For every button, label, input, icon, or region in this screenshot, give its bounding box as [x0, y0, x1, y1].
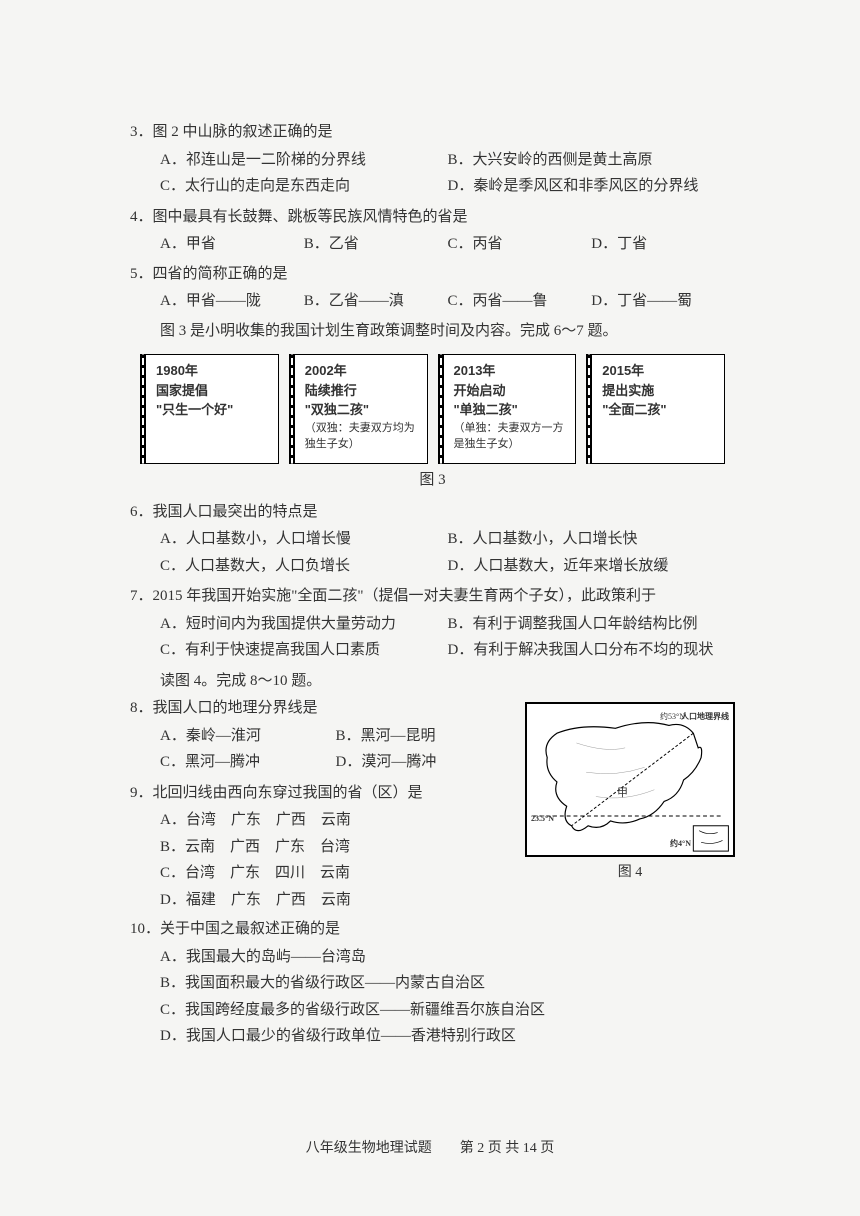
fig4-label: 图 4	[525, 861, 735, 885]
fig3-box4-year: 2015年	[602, 361, 716, 381]
q3-opt-d: D．秦岭是季风区和非季风区的分界线	[448, 174, 736, 200]
q6-opt-b: B．人口基数小，人口增长快	[448, 527, 736, 553]
q6-options: A．人口基数小，人口增长慢 B．人口基数小，人口增长快 C．人口基数大，人口负增…	[130, 527, 735, 580]
fig3-box3-l3: "单独二孩"	[454, 400, 568, 420]
fig3-box-4: 2015年 提出实施 "全面二孩"	[586, 354, 725, 464]
question-10: 10．关于中国之最叙述正确的是 A．我国最大的岛屿——台湾岛 B．我国面积最大的…	[130, 917, 735, 1050]
question-6: 6．我国人口最突出的特点是 A．人口基数小，人口增长慢 B．人口基数小，人口增长…	[130, 500, 735, 581]
q7-options: A．短时间内为我国提供大量劳动力 B．有利于调整我国人口年龄结构比例 C．有利于…	[130, 612, 735, 665]
q3-options: A．祁连山是一二阶梯的分界线 B．大兴安岭的西侧是黄土高原 C．太行山的走向是东…	[130, 148, 735, 201]
question-9: 9．北回归线由西向东穿过我国的省（区）是 A．台湾 广东 广西 云南 B．云南 …	[130, 781, 511, 914]
map-4n: 约4°N	[670, 837, 691, 851]
fig3-box4-l2: 提出实施	[602, 381, 716, 401]
fig3-box-1: 1980年 国家提倡 "只生一个好"	[140, 354, 279, 464]
map-jia: 甲	[617, 784, 628, 803]
q4-options: A．甲省 B．乙省 C．丙省 D．丁省	[130, 232, 735, 258]
fig3-box3-l2: 开始启动	[454, 381, 568, 401]
q4-opt-c: C．丙省	[448, 232, 592, 258]
q8-stem: 8．我国人口的地理分界线是	[130, 696, 511, 722]
q9-opt-b: B．云南 广西 广东 台湾	[160, 835, 511, 861]
fig3-box2-year: 2002年	[305, 361, 419, 381]
fig4-intro: 读图 4。完成 8～10 题。	[130, 669, 735, 695]
q9-opt-d: D．福建 广东 广西 云南	[160, 888, 511, 914]
q8-opt-a: A．秦岭—淮河	[160, 724, 336, 750]
q4-opt-d: D．丁省	[591, 232, 735, 258]
question-3: 3．图 2 中山脉的叙述正确的是 A．祁连山是一二阶梯的分界线 B．大兴安岭的西…	[130, 120, 735, 201]
q6-opt-c: C．人口基数大，人口负增长	[160, 554, 448, 580]
fig3-box-2: 2002年 陆续推行 "双独二孩" （双独：夫妻双方均为独生子女）	[289, 354, 428, 464]
left-questions: 8．我国人口的地理分界线是 A．秦岭—淮河 B．黑河—昆明 C．黑河—腾冲 D．…	[130, 696, 511, 917]
q10-opt-a: A．我国最大的岛屿——台湾岛	[160, 945, 735, 971]
china-map-icon	[527, 704, 733, 855]
q5-opt-d: D．丁省——蜀	[591, 289, 735, 315]
q5-options: A．甲省——陇 B．乙省——滇 C．丙省——鲁 D．丁省——蜀	[130, 289, 735, 315]
fig3-box3-note: （单独：夫妻双方一方是独生子女）	[454, 420, 568, 453]
q3-opt-c: C．太行山的走向是东西走向	[160, 174, 448, 200]
q7-stem: 7．2015 年我国开始实施"全面二孩"（提倡一对夫妻生育两个子女），此政策利于	[130, 584, 735, 610]
q8-opt-d: D．漠河—腾冲	[336, 750, 512, 776]
fig3-box-3: 2013年 开始启动 "单独二孩" （单独：夫妻双方一方是独生子女）	[438, 354, 577, 464]
q7-opt-c: C．有利于快速提高我国人口素质	[160, 638, 448, 664]
q7-opt-d: D．有利于解决我国人口分布不均的现状	[448, 638, 736, 664]
q4-opt-b: B．乙省	[304, 232, 448, 258]
q3-opt-b: B．大兴安岭的西侧是黄土高原	[448, 148, 736, 174]
q6-opt-d: D．人口基数大，近年来增长放缓	[448, 554, 736, 580]
q6-stem: 6．我国人口最突出的特点是	[130, 500, 735, 526]
q6-opt-a: A．人口基数小，人口增长慢	[160, 527, 448, 553]
bottom-section: 8．我国人口的地理分界线是 A．秦岭—淮河 B．黑河—昆明 C．黑河—腾冲 D．…	[130, 696, 735, 917]
q4-opt-a: A．甲省	[160, 232, 304, 258]
q3-stem: 3．图 2 中山脉的叙述正确的是	[130, 120, 735, 146]
q3-opt-a: A．祁连山是一二阶梯的分界线	[160, 148, 448, 174]
fig3-box2-note: （双独：夫妻双方均为独生子女）	[305, 420, 419, 453]
figure-4-area: 约53°N 人口地理界线 23.5°N 约4°N 甲 图 4	[525, 696, 735, 917]
map-popline: 人口地理界线	[681, 710, 729, 724]
page-footer: 八年级生物地理试题 第 2 页 共 14 页	[0, 1137, 860, 1161]
figure-3: 1980年 国家提倡 "只生一个好" 2002年 陆续推行 "双独二孩" （双独…	[130, 346, 735, 466]
q9-opt-a: A．台湾 广东 广西 云南	[160, 808, 511, 834]
q8-opt-c: C．黑河—腾冲	[160, 750, 336, 776]
q10-opt-c: C．我国跨经度最多的省级行政区——新疆维吾尔族自治区	[160, 998, 735, 1024]
q7-opt-b: B．有利于调整我国人口年龄结构比例	[448, 612, 736, 638]
fig3-box1-l2: 国家提倡	[156, 381, 270, 401]
figure-4-map: 约53°N 人口地理界线 23.5°N 约4°N 甲	[525, 702, 735, 857]
q10-options: A．我国最大的岛屿——台湾岛 B．我国面积最大的省级行政区——内蒙古自治区 C．…	[130, 945, 735, 1050]
fig3-box1-l3: "只生一个好"	[156, 400, 270, 420]
q5-stem: 5．四省的简称正确的是	[130, 262, 735, 288]
q7-opt-a: A．短时间内为我国提供大量劳动力	[160, 612, 448, 638]
q5-opt-c: C．丙省——鲁	[448, 289, 592, 315]
q9-options: A．台湾 广东 广西 云南 B．云南 广西 广东 台湾 C．台湾 广东 四川 云…	[130, 808, 511, 913]
map-23n: 23.5°N	[531, 812, 554, 826]
q5-opt-a: A．甲省——陇	[160, 289, 304, 315]
q10-opt-b: B．我国面积最大的省级行政区——内蒙古自治区	[160, 971, 735, 997]
q10-stem: 10．关于中国之最叙述正确的是	[130, 917, 735, 943]
question-4: 4．图中最具有长鼓舞、跳板等民族风情特色的省是 A．甲省 B．乙省 C．丙省 D…	[130, 205, 735, 258]
fig3-box2-l3: "双独二孩"	[305, 400, 419, 420]
fig3-box1-year: 1980年	[156, 361, 270, 381]
question-8: 8．我国人口的地理分界线是 A．秦岭—淮河 B．黑河—昆明 C．黑河—腾冲 D．…	[130, 696, 511, 777]
fig3-box2-l2: 陆续推行	[305, 381, 419, 401]
fig3-intro: 图 3 是小明收集的我国计划生育政策调整时间及内容。完成 6～7 题。	[130, 319, 735, 345]
q4-stem: 4．图中最具有长鼓舞、跳板等民族风情特色的省是	[130, 205, 735, 231]
q8-options: A．秦岭—淮河 B．黑河—昆明 C．黑河—腾冲 D．漠河—腾冲	[130, 724, 511, 777]
fig3-box3-year: 2013年	[454, 361, 568, 381]
q8-opt-b: B．黑河—昆明	[336, 724, 512, 750]
q9-opt-c: C．台湾 广东 四川 云南	[160, 861, 511, 887]
q10-opt-d: D．我国人口最少的省级行政单位——香港特别行政区	[160, 1024, 735, 1050]
q5-opt-b: B．乙省——滇	[304, 289, 448, 315]
fig3-box4-l3: "全面二孩"	[602, 400, 716, 420]
question-5: 5．四省的简称正确的是 A．甲省——陇 B．乙省——滇 C．丙省——鲁 D．丁省…	[130, 262, 735, 315]
fig3-label: 图 3	[130, 468, 735, 494]
question-7: 7．2015 年我国开始实施"全面二孩"（提倡一对夫妻生育两个子女），此政策利于…	[130, 584, 735, 665]
q9-stem: 9．北回归线由西向东穿过我国的省（区）是	[130, 781, 511, 807]
